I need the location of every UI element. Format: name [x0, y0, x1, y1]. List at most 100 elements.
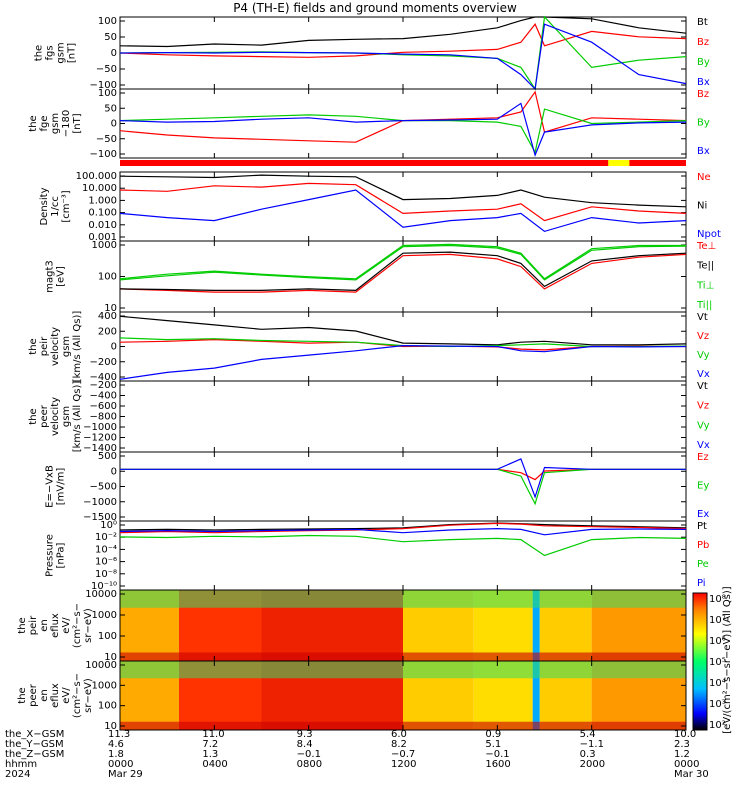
y-axis-label: eflux — [50, 613, 61, 638]
legend-entry: By — [697, 118, 710, 129]
y-axis-label: the — [17, 617, 28, 633]
footer-x-value: 9.3 — [296, 729, 313, 740]
panel-frame — [119, 380, 687, 453]
y-tick-label: −200 — [90, 380, 117, 391]
footer-hhmm-value: 0000 — [108, 759, 134, 770]
footer-z-value: 0.3 — [579, 749, 596, 760]
y-tick-label: 100 — [98, 88, 117, 99]
y-axis-label: velocity — [50, 397, 61, 436]
legend-entry: Pb — [697, 540, 709, 551]
footer-hhmm-value: 2000 — [579, 759, 606, 770]
legend-entry: Ey — [697, 481, 709, 492]
y-axis-label: [mV/m] — [56, 468, 67, 506]
y-axis-label: 1/cc — [50, 196, 61, 217]
y-tick-label: 1000 — [92, 240, 117, 251]
series-line-Bx — [119, 23, 687, 91]
y-axis-label: peir — [28, 615, 39, 635]
y-tick-label: −50 — [96, 64, 117, 75]
y-axis-label: eV/ — [61, 617, 72, 634]
series-line-Pe — [119, 534, 687, 557]
y-tick-label: −1400 — [83, 443, 117, 454]
y-tick-label: 50 — [104, 103, 117, 114]
footer-z-value: 1.8 — [108, 749, 124, 760]
y-tick-label: −50 — [96, 134, 117, 145]
y-tick-label: 0.001 — [88, 232, 117, 243]
y-tick-label: −1000 — [83, 497, 117, 508]
footer-z-value: 1.2 — [674, 749, 690, 760]
y-tick-label: 1.000 — [88, 195, 117, 206]
y-axis-label: magt3 — [45, 260, 56, 293]
y-axis-label: velocity — [50, 327, 61, 366]
y-tick-label: 1000 — [92, 680, 117, 691]
footer-hhmm-value: 1200 — [391, 759, 417, 770]
footer-z-value: −0.1 — [296, 749, 321, 760]
y-tick-label: 0 — [111, 342, 117, 353]
y-tick-label: 10.000 — [82, 183, 117, 194]
series-line-By — [119, 108, 687, 154]
footer-row-label: 2024 — [5, 769, 31, 780]
legend-entry: Ne — [697, 172, 711, 183]
y-tick-label: 10000 — [85, 660, 117, 671]
series-line-Ey — [120, 468, 686, 506]
legend-entry: Ti|| — [696, 300, 712, 311]
footer-z-value: 1.3 — [202, 749, 219, 760]
y-axis-label: the — [28, 115, 39, 131]
y-axis-label: peer — [39, 404, 50, 428]
heatmap-top-band — [120, 661, 686, 679]
y-axis-label: peir — [39, 336, 50, 356]
legend-entry: Bz — [697, 37, 709, 48]
y-axis-label: [cm⁻³] — [61, 190, 72, 222]
y-axis-label: [nPa] — [56, 542, 67, 568]
y-tick-label: −1200 — [83, 433, 117, 444]
y-tick-label: −800 — [90, 412, 117, 423]
footer-y-value: 4.6 — [108, 739, 124, 750]
series-line-Pb — [119, 522, 687, 534]
legend-entry: Te⊥ — [696, 241, 716, 252]
panel-frame — [119, 451, 687, 522]
legend-entry: Bx — [697, 77, 710, 88]
legend-entry: Pt — [697, 521, 707, 532]
y-tick-label: −200 — [90, 357, 117, 368]
footer-hhmm-value: 0800 — [296, 759, 323, 770]
heatmap-top-band — [120, 590, 686, 608]
footer-y-value: 7.2 — [202, 739, 219, 750]
y-axis-label: eflux — [50, 683, 61, 708]
legend-entry: Pe — [697, 559, 709, 570]
footer-y-value: 8.4 — [296, 739, 313, 750]
colorbar-tick-label: 10³ — [709, 699, 726, 710]
y-axis-label: sr−eV) — [83, 678, 94, 713]
y-tick-label: 0 — [111, 48, 117, 59]
legend-entry: Vx — [697, 369, 710, 380]
y-axis-label: (cm²−s− — [72, 603, 83, 648]
y-tick-label: 100.000 — [76, 171, 117, 182]
footer-hhmm-value: 0400 — [202, 759, 228, 770]
plot-title: P4 (TH-E) fields and ground moments over… — [233, 1, 517, 15]
y-tick-label: 0 — [111, 119, 117, 130]
y-axis-label: [nT] — [72, 113, 83, 133]
footer-date: Mar 30 — [674, 769, 709, 780]
y-axis-label: the — [28, 338, 39, 354]
footer-x-value: 0.9 — [485, 729, 502, 740]
y-tick-label: 200 — [98, 326, 117, 337]
legend-entry: Ex — [697, 509, 709, 520]
y-axis-label: the — [28, 408, 39, 424]
y-axis-label: gsm — [50, 113, 61, 134]
series-line-Bt — [119, 16, 687, 48]
y-tick-label: −400 — [90, 391, 117, 402]
series-line-Te⊥ — [119, 253, 687, 293]
footer-x-value: 10.0 — [674, 729, 697, 740]
y-tick-label: −600 — [90, 401, 117, 412]
series-line-Te|| — [119, 251, 687, 292]
series-line-Bz — [119, 90, 687, 143]
footer-date: Mar 29 — [108, 769, 143, 780]
heatmap-peir-eflux — [120, 590, 686, 661]
y-tick-label: 10000 — [85, 589, 117, 600]
y-tick-label: 10⁻² — [95, 532, 117, 543]
y-axis-label: eV/ — [61, 687, 72, 704]
y-axis-label: [eV] — [56, 266, 67, 287]
footer-row-label: the_Z−GSM — [5, 749, 65, 760]
footer-y-value: −1.1 — [579, 739, 604, 750]
